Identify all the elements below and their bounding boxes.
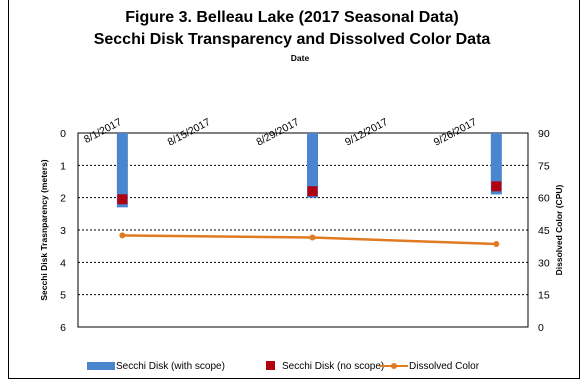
y2-axis-title: Dissolved Color (CPU) <box>554 184 564 275</box>
dissolved-color-point <box>493 241 500 248</box>
x-axis-ticks: 8/1/2017 8/15/2017 8/29/2017 9/12/2017 9/26/… <box>82 116 479 149</box>
legend: Secchi Disk (with scope) Secchi Disk (no… <box>87 361 480 372</box>
bar-with-scope <box>116 133 128 208</box>
y2-tick-label: 60 <box>538 193 550 205</box>
y2-axis-ticks: 90 75 60 45 30 15 0 <box>538 128 550 334</box>
legend-swatch-no-scope <box>266 361 275 370</box>
bar-with-scope <box>307 133 319 198</box>
y2-tick-label: 0 <box>538 322 544 334</box>
dissolved-color-point <box>119 232 126 239</box>
y-tick-label: 1 <box>60 160 66 172</box>
legend-label-no-scope: Secchi Disk (no scope) <box>282 361 384 372</box>
marker-no-scope <box>307 186 318 197</box>
x-tick-label: 9/26/2017 <box>432 116 479 149</box>
y2-tick-label: 30 <box>538 257 550 269</box>
chart-title: Figure 3. Belleau Lake (2017 Seasonal Da… <box>125 9 458 26</box>
x-tick-label: 8/29/2017 <box>254 116 301 149</box>
dissolved-color-polyline <box>122 234 497 246</box>
bar-with-scope <box>490 133 502 195</box>
y2-tick-label: 90 <box>538 128 550 140</box>
y-tick-label: 5 <box>60 290 66 302</box>
y-tick-label: 6 <box>60 322 66 334</box>
x-tick-label: 9/12/2017 <box>343 116 390 149</box>
gridlines <box>78 164 528 296</box>
dissolved-color-point <box>309 234 316 241</box>
legend-swatch-with-scope <box>87 362 115 370</box>
marker-no-scope <box>117 194 128 205</box>
legend-label-dissolved-color: Dissolved Color <box>409 361 480 372</box>
y-axis-ticks: 0 1 2 3 4 5 6 <box>60 128 66 334</box>
legend-swatch-line-marker <box>391 363 397 369</box>
legend-label-with-scope: Secchi Disk (with scope) <box>116 361 225 372</box>
y2-tick-label: 75 <box>538 160 550 172</box>
y-tick-label: 4 <box>60 257 66 269</box>
x-tick-label: 8/15/2017 <box>166 116 213 149</box>
y-tick-label: 3 <box>60 225 66 237</box>
secchi-no-scope-markers <box>117 181 502 205</box>
dissolved-color-line <box>119 232 500 248</box>
secchi-with-scope-bars <box>116 133 502 208</box>
marker-no-scope <box>491 181 502 192</box>
chart-subtitle: Secchi Disk Transparency and Dissolved C… <box>94 31 491 48</box>
y2-tick-label: 15 <box>538 290 550 302</box>
y-tick-label: 2 <box>60 193 66 205</box>
y-axis-title: Secchi Disk Trasnparency (meters) <box>39 159 49 300</box>
y2-tick-label: 45 <box>538 225 550 237</box>
x-axis-title: Date <box>291 53 310 63</box>
figure-frame <box>8 0 580 379</box>
y-tick-label: 0 <box>60 128 66 140</box>
